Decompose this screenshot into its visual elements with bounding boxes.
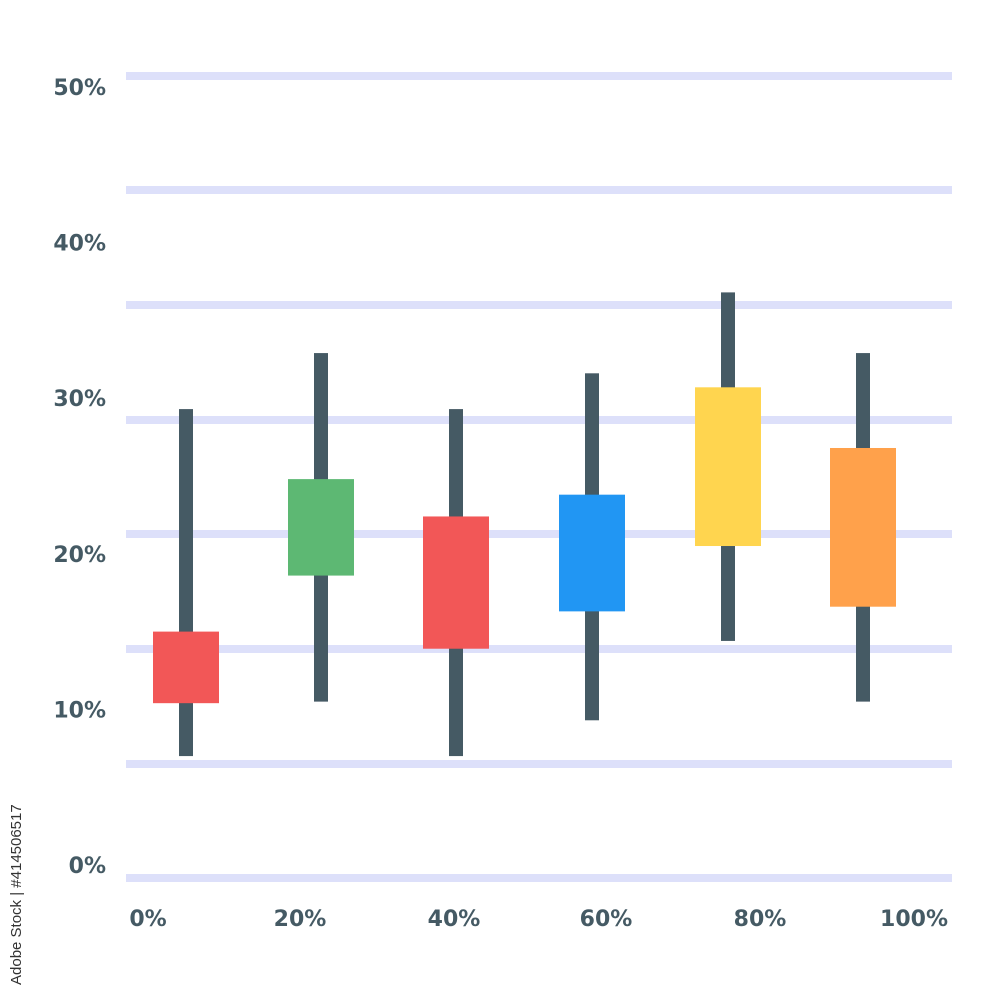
candle-body: [288, 479, 354, 576]
x-tick-label: 0%: [129, 907, 166, 932]
grid-line: [126, 874, 952, 882]
y-tick-label: 30%: [53, 387, 106, 412]
candle-wick: [179, 409, 193, 757]
y-tick-label: 40%: [53, 232, 106, 257]
candle-body: [695, 387, 761, 547]
grid-line: [126, 760, 952, 768]
candle-body: [423, 516, 489, 649]
grid-line: [126, 301, 952, 309]
y-tick-label: 20%: [53, 543, 106, 568]
x-tick-label: 60%: [580, 907, 633, 932]
x-tick-label: 40%: [428, 907, 481, 932]
watermark: Adobe Stock | #414506517: [8, 804, 25, 985]
candle-body: [830, 447, 896, 607]
y-tick-label: 0%: [69, 854, 106, 879]
grid-line: [126, 645, 952, 653]
grid-line: [126, 72, 952, 80]
grid-line: [126, 416, 952, 424]
y-tick-label: 10%: [53, 698, 106, 723]
candle-body: [559, 494, 625, 612]
candle-body: [153, 631, 219, 704]
grid-line: [126, 186, 952, 194]
x-tick-label: 80%: [734, 907, 787, 932]
grid-line: [126, 530, 952, 538]
x-tick-label: 100%: [880, 907, 948, 932]
y-tick-label: 50%: [53, 76, 106, 101]
x-tick-label: 20%: [274, 907, 327, 932]
